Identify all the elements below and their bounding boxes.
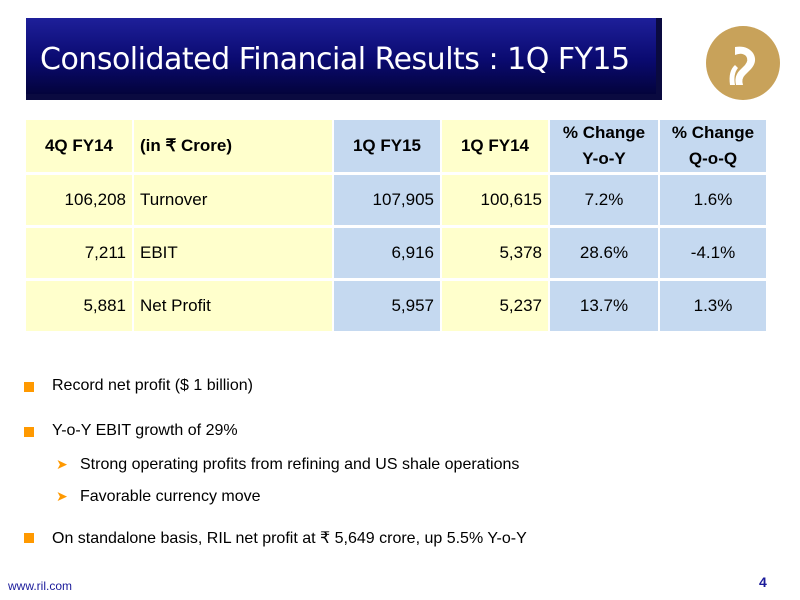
cell-1q-fy14: 5,237 [442,281,548,331]
square-bullet-icon [24,533,34,543]
cell-change-qoq: -4.1% [660,228,766,278]
bullet-text: Strong operating profits from refining a… [80,456,520,473]
table-row: 106,208 Turnover 107,905 100,615 7.2% 1.… [26,175,766,225]
cell-metric: Turnover [134,175,332,225]
cell-1q-fy15: 5,957 [334,281,440,331]
header-change-yoy-line1: % Change [562,123,646,142]
title-bar: Consolidated Financial Results : 1Q FY15 [26,18,662,100]
header-change-qoq-line2: Q-o-Q [688,149,738,168]
cell-4q-fy14: 7,211 [26,228,132,278]
cell-change-yoy: 7.2% [550,175,658,225]
footer-url[interactable]: www.ril.com [8,579,73,593]
header-change-yoy: % Change Y-o-Y [550,120,658,172]
header-change-qoq-line1: % Change [671,123,755,142]
reliance-logo-icon [706,26,780,100]
bullet-text: Record net profit ($ 1 billion) [52,377,253,394]
square-bullet-icon [24,382,34,392]
page-title: Consolidated Financial Results : 1Q FY15 [40,42,630,77]
cell-metric: EBIT [134,228,332,278]
arrow-bullet-icon: ➤ [56,488,68,504]
cell-4q-fy14: 5,881 [26,281,132,331]
cell-change-qoq: 1.6% [660,175,766,225]
cell-1q-fy14: 100,615 [442,175,548,225]
financial-results-table: 4Q FY14 (in ₹ Crore) 1Q FY15 1Q FY14 % C… [24,117,768,334]
page-number: 4 [759,574,767,590]
header-1q-fy14: 1Q FY14 [442,120,548,172]
bullet-text: Favorable currency move [80,488,261,505]
cell-4q-fy14: 106,208 [26,175,132,225]
cell-1q-fy15: 107,905 [334,175,440,225]
table-row: 5,881 Net Profit 5,957 5,237 13.7% 1.3% [26,281,766,331]
cell-change-yoy: 28.6% [550,228,658,278]
cell-1q-fy15: 6,916 [334,228,440,278]
cell-change-yoy: 13.7% [550,281,658,331]
table-header-row: 4Q FY14 (in ₹ Crore) 1Q FY15 1Q FY14 % C… [26,120,766,172]
bullet-text: Y-o-Y EBIT growth of 29% [52,422,238,439]
cell-change-qoq: 1.3% [660,281,766,331]
table-row: 7,211 EBIT 6,916 5,378 28.6% -4.1% [26,228,766,278]
cell-metric: Net Profit [134,281,332,331]
cell-1q-fy14: 5,378 [442,228,548,278]
square-bullet-icon [24,427,34,437]
header-units: (in ₹ Crore) [134,120,332,172]
header-change-qoq: % Change Q-o-Q [660,120,766,172]
header-change-yoy-line2: Y-o-Y [582,149,626,168]
arrow-bullet-icon: ➤ [56,456,68,472]
header-1q-fy15: 1Q FY15 [334,120,440,172]
header-4q-fy14: 4Q FY14 [26,120,132,172]
bullet-text: On standalone basis, RIL net profit at ₹… [52,530,527,547]
